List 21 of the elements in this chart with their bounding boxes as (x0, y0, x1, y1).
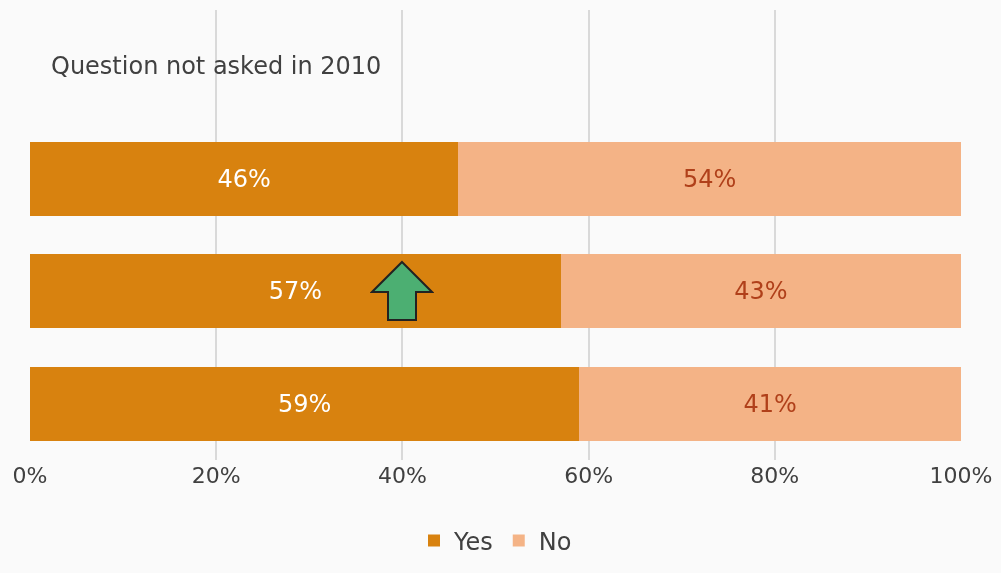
data-label: 46% (217, 164, 271, 193)
bar (458, 141, 961, 216)
legend-label: No (538, 527, 572, 556)
bar (30, 141, 459, 216)
annotation: Question not asked in 2010 (51, 52, 382, 80)
bar (30, 254, 561, 329)
x-tick-label: 80% (750, 463, 800, 488)
data-label: 57% (268, 277, 323, 306)
data-label: 43% (734, 277, 788, 306)
bar (579, 366, 961, 441)
x-tick-label: 20% (191, 463, 241, 488)
x-tick-label: 40% (377, 463, 427, 488)
x-tick-label: 0% (12, 463, 48, 488)
legend-label: Yes (453, 527, 493, 556)
x-tick-label: 100% (929, 463, 993, 488)
data-label: 54% (682, 164, 737, 193)
x-tick-label: 60% (564, 463, 614, 488)
data-label: 41% (743, 389, 797, 418)
bar (30, 366, 580, 441)
data-label: 59% (277, 389, 332, 418)
bar (560, 254, 961, 329)
